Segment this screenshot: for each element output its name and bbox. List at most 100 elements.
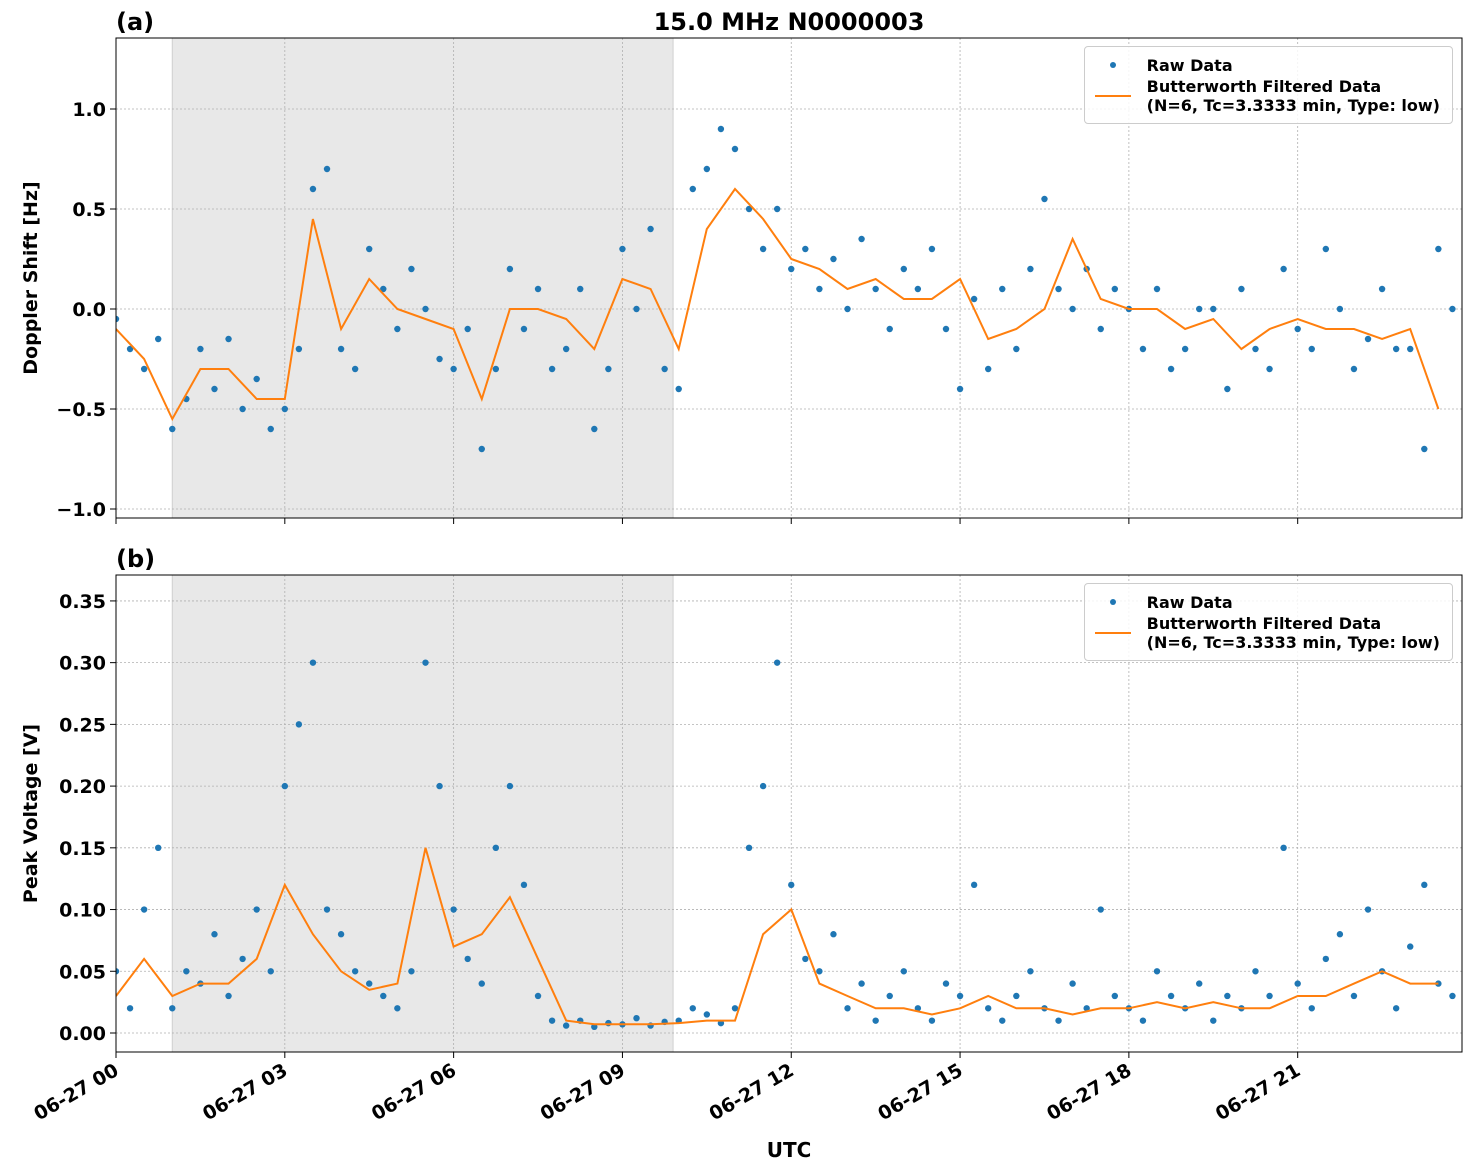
legend-marker xyxy=(1109,599,1116,605)
raw-point xyxy=(942,325,950,333)
raw-point xyxy=(1308,345,1315,353)
raw-point xyxy=(1196,305,1203,313)
raw-point xyxy=(309,185,317,193)
raw-point xyxy=(928,1017,936,1024)
raw-point xyxy=(239,955,246,963)
raw-point xyxy=(239,405,246,413)
raw-point xyxy=(436,782,443,790)
raw-point xyxy=(1196,980,1203,987)
raw-point xyxy=(1238,285,1245,293)
raw-point xyxy=(116,968,120,975)
raw-point xyxy=(1336,931,1344,938)
raw-point xyxy=(872,1017,879,1024)
raw-point xyxy=(1280,844,1287,852)
raw-point xyxy=(872,285,879,293)
raw-point xyxy=(281,405,289,413)
raw-point xyxy=(211,385,218,393)
raw-point xyxy=(1153,285,1161,293)
raw-point xyxy=(1041,195,1048,203)
legend-line xyxy=(1094,632,1131,634)
raw-point xyxy=(394,325,401,333)
raw-point xyxy=(380,285,387,293)
y-tick-label: −1.0 xyxy=(56,499,106,521)
raw-point xyxy=(675,385,682,393)
plot-area xyxy=(116,659,1456,1031)
raw-point xyxy=(1055,285,1062,293)
legend-entry: Raw Data xyxy=(1093,55,1440,75)
raw-point xyxy=(1252,968,1259,975)
raw-point xyxy=(1111,285,1119,293)
y-tick-label: 0.00 xyxy=(59,1023,106,1045)
raw-point xyxy=(1069,980,1076,987)
raw-point xyxy=(506,782,514,790)
panel-label: (a) xyxy=(116,8,154,36)
y-tick-label: −0.5 xyxy=(56,399,106,421)
legend-line xyxy=(1094,95,1131,97)
y-axis-label: Doppler Shift [Hz] xyxy=(20,181,42,374)
raw-point xyxy=(408,265,415,273)
raw-point xyxy=(197,345,204,353)
raw-point xyxy=(1111,992,1119,1000)
raw-point xyxy=(956,385,964,393)
y-tick-label: 0.30 xyxy=(59,653,106,675)
raw-point xyxy=(773,205,781,213)
raw-point xyxy=(816,968,823,975)
x-tick-label: 06-27 09 xyxy=(537,1059,629,1125)
raw-point xyxy=(1139,345,1147,353)
raw-point xyxy=(745,844,753,852)
plot-area xyxy=(116,125,1456,453)
raw-point xyxy=(619,245,626,253)
raw-point xyxy=(1224,385,1231,393)
raw-point xyxy=(605,365,612,373)
raw-point xyxy=(689,185,696,193)
raw-point xyxy=(1435,245,1442,253)
raw-point xyxy=(633,305,640,313)
raw-point xyxy=(211,931,218,938)
raw-point xyxy=(155,844,162,852)
raw-point xyxy=(1364,335,1372,343)
raw-point xyxy=(914,1005,922,1012)
raw-point xyxy=(548,1017,556,1024)
raw-point xyxy=(1449,305,1456,313)
y-tick-label: 0.20 xyxy=(59,776,106,798)
raw-point xyxy=(886,325,893,333)
x-axis-label: UTC xyxy=(767,1138,812,1162)
raw-point xyxy=(1407,943,1414,950)
raw-point xyxy=(351,968,359,975)
legend-entry: Butterworth Filtered Data (N=6, Tc=3.333… xyxy=(1093,614,1440,652)
raw-point xyxy=(689,1005,696,1012)
raw-point xyxy=(1083,1005,1090,1012)
raw-point xyxy=(1350,365,1358,373)
raw-point xyxy=(788,881,795,889)
raw-point xyxy=(844,1005,851,1012)
raw-point xyxy=(1294,325,1301,333)
raw-point xyxy=(366,980,373,987)
raw-point xyxy=(520,325,528,333)
raw-point xyxy=(605,1019,612,1027)
filtered-line xyxy=(116,847,1439,1026)
raw-point xyxy=(900,265,907,273)
raw-point xyxy=(1322,955,1330,963)
y-tick-label: 0.35 xyxy=(59,591,106,613)
raw-point xyxy=(802,955,809,963)
raw-point xyxy=(464,325,471,333)
plot-frame xyxy=(115,37,1463,519)
x-tick-label: 06-27 15 xyxy=(874,1059,966,1125)
raw-point xyxy=(802,245,809,253)
raw-point xyxy=(1364,906,1372,913)
legend-label: Raw Data xyxy=(1146,55,1233,75)
raw-point xyxy=(295,721,303,728)
raw-point xyxy=(1378,285,1386,293)
y-tick-label: 0.5 xyxy=(72,199,106,221)
raw-point xyxy=(1210,305,1217,313)
raw-point xyxy=(1407,345,1414,353)
raw-point xyxy=(1181,345,1189,353)
legend-entry: Raw Data xyxy=(1093,592,1440,612)
raw-point xyxy=(1027,265,1034,273)
raw-point xyxy=(661,365,668,373)
raw-point xyxy=(759,245,767,253)
raw-point xyxy=(422,659,429,666)
raw-point xyxy=(422,305,429,313)
raw-point xyxy=(1449,992,1456,1000)
raw-point xyxy=(1294,980,1301,987)
